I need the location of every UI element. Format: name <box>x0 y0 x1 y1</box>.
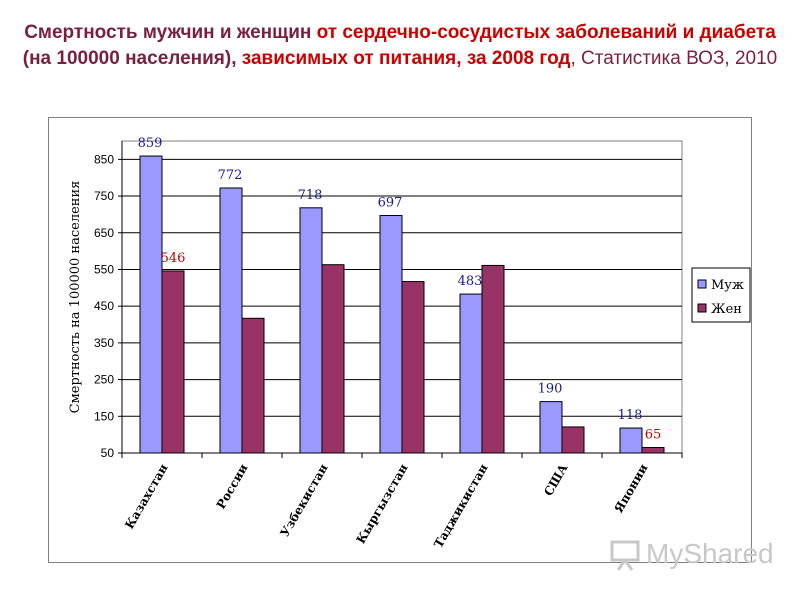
y-tick-label: 250 <box>94 373 114 387</box>
watermark-text: MyShared <box>646 538 774 569</box>
data-label: 65 <box>645 427 662 442</box>
y-tick-label: 850 <box>94 152 114 166</box>
data-label: 546 <box>161 251 186 266</box>
bar-male <box>459 293 483 454</box>
x-tick-label: Таджикистан <box>431 461 491 550</box>
title-part-4: зависимых от питания, за 2008 год <box>241 48 571 69</box>
bar-female <box>161 270 185 454</box>
y-axis-label: Смертность на 100000 населения <box>68 181 83 414</box>
x-tick-label: Японии <box>611 461 650 515</box>
x-tick-label: Узбекистан <box>278 461 331 539</box>
title-part-2: от сердечно-сосудистых заболеваний и диа… <box>316 22 776 43</box>
data-label: 118 <box>618 408 643 423</box>
title-part-5: , Статистика ВОЗ, 2010 <box>570 48 778 69</box>
bar-male <box>139 155 163 454</box>
bar-male <box>539 401 563 454</box>
bar-male <box>379 215 403 454</box>
y-tick-label: 150 <box>94 409 114 423</box>
bar-female <box>641 446 665 454</box>
y-tick-label: 550 <box>94 262 114 276</box>
title-part-3: (на 100000 населения), <box>22 48 242 69</box>
legend <box>691 267 751 323</box>
x-tick-label: США <box>541 461 571 498</box>
x-tick-label: Казахстан <box>122 461 171 531</box>
legend-label: Жен <box>711 302 742 317</box>
data-label: 697 <box>378 196 403 211</box>
data-label: 859 <box>138 136 163 151</box>
chart-title: Смертность мужчин и женщин от сердечно-с… <box>20 20 780 72</box>
y-tick-label: 650 <box>94 226 114 240</box>
x-tick-label: Кыргызстан <box>354 461 411 546</box>
watermark-logo: MyShared <box>608 536 774 576</box>
data-label: 190 <box>538 382 563 397</box>
y-tick-label: 350 <box>94 336 114 350</box>
legend-label: Муж <box>711 278 744 293</box>
y-tick-label: 750 <box>94 189 114 203</box>
x-tick-label: России <box>214 461 251 511</box>
bar-male <box>619 427 643 454</box>
data-label: 718 <box>298 188 323 203</box>
bar-female <box>321 264 345 454</box>
bar-female <box>481 264 505 454</box>
legend-swatch <box>697 279 707 289</box>
y-tick-label: 50 <box>101 446 115 460</box>
bar-female <box>561 426 585 454</box>
title-part-1: Смертность мужчин и женщин <box>24 22 317 43</box>
data-label: 772 <box>218 168 243 183</box>
bar-male <box>299 207 323 454</box>
legend-swatch <box>697 303 707 313</box>
y-tick-label: 450 <box>94 299 114 313</box>
bar-female <box>401 281 425 454</box>
bar-female <box>241 317 265 454</box>
data-label: 483 <box>458 274 483 289</box>
bar-male <box>219 187 243 454</box>
watermark-icon <box>610 540 640 571</box>
